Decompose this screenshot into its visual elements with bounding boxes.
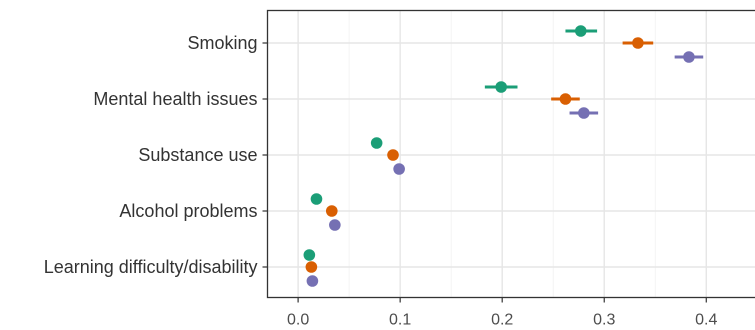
data-point xyxy=(387,149,399,161)
x-tick-label: 0.2 xyxy=(491,312,513,329)
x-axis: 0.0 0.1 0.2 0.3 0.4 xyxy=(287,297,717,329)
series-1 xyxy=(303,25,598,261)
x-tick-label: 0.4 xyxy=(695,312,717,329)
data-point xyxy=(495,81,507,93)
x-tick-label: 0.1 xyxy=(389,312,411,329)
data-point xyxy=(329,219,341,231)
data-point xyxy=(578,107,590,119)
x-tick-label: 0.3 xyxy=(593,312,615,329)
y-tick-label: Smoking xyxy=(187,33,257,53)
data-point xyxy=(574,25,587,37)
series-2 xyxy=(305,37,654,273)
data-point xyxy=(683,51,695,63)
data-point xyxy=(310,193,323,205)
data-point xyxy=(303,249,316,261)
data-marks xyxy=(303,25,704,287)
data-point xyxy=(559,93,572,105)
y-tick-label: Alcohol problems xyxy=(119,201,257,221)
x-tick-label: 0.0 xyxy=(287,312,309,329)
data-point xyxy=(370,137,383,149)
panel-border xyxy=(266,9,755,299)
grid-lines xyxy=(267,10,755,298)
data-point xyxy=(306,275,319,287)
data-point xyxy=(632,37,644,49)
data-point xyxy=(305,261,318,273)
y-tick-label: Substance use xyxy=(138,145,257,165)
series-3 xyxy=(306,51,704,287)
data-point xyxy=(325,205,338,217)
data-point xyxy=(393,163,405,175)
y-tick-label: Mental health issues xyxy=(93,89,257,109)
y-tick-label: Learning difficulty/disability xyxy=(44,257,258,277)
y-axis: Smoking Mental health issues Substance use… xyxy=(44,33,268,277)
